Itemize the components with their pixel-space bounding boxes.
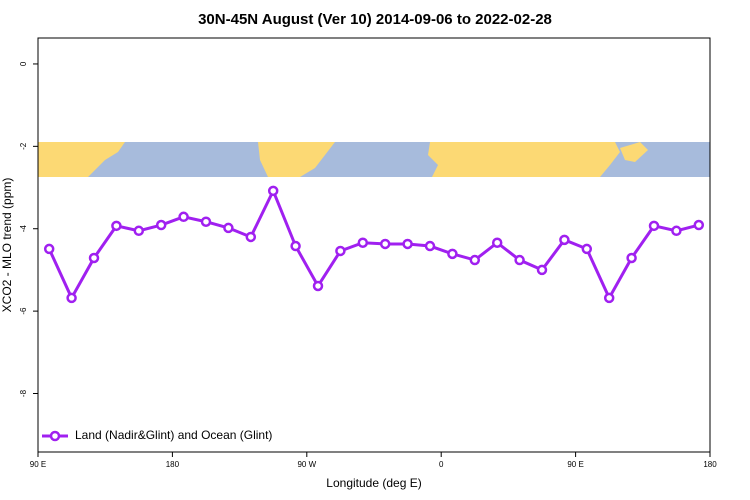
point bbox=[245, 231, 257, 243]
point bbox=[66, 292, 77, 304]
point bbox=[626, 252, 637, 264]
point bbox=[559, 234, 570, 246]
point bbox=[648, 220, 660, 232]
chart-title: 30N-45N August (Ver 10) 2014-09-06 to 20… bbox=[198, 11, 552, 28]
point bbox=[43, 243, 55, 255]
x-axis-label: Longitude (deg E) bbox=[326, 476, 421, 490]
y-axis-label: XCO2 - MLO trend (ppm) bbox=[0, 178, 14, 313]
point bbox=[491, 237, 503, 248]
point bbox=[447, 248, 458, 260]
series-line bbox=[47, 187, 700, 302]
point bbox=[223, 222, 234, 234]
point bbox=[111, 220, 122, 232]
point bbox=[514, 254, 525, 266]
point bbox=[424, 240, 436, 252]
x-tick-label: 180 bbox=[703, 460, 717, 469]
plot-frame bbox=[37, 37, 711, 453]
legend-label: Land (Nadir&Glint) and Ocean (Glint) bbox=[75, 428, 272, 442]
point bbox=[88, 252, 100, 264]
legend-marker bbox=[49, 430, 61, 442]
point bbox=[671, 225, 682, 237]
y-tick-label: -8 bbox=[19, 389, 28, 397]
point bbox=[357, 237, 369, 248]
point bbox=[133, 225, 145, 237]
x-tick-label: 90 E bbox=[567, 460, 583, 469]
y-tick-label: -6 bbox=[19, 307, 28, 315]
point bbox=[603, 292, 615, 304]
point bbox=[267, 185, 279, 197]
point bbox=[693, 219, 705, 231]
point bbox=[536, 264, 548, 276]
point bbox=[312, 280, 324, 292]
y-tick-label: 0 bbox=[19, 61, 28, 66]
point bbox=[469, 254, 481, 266]
map-strip bbox=[38, 142, 710, 177]
y-tick-label: -4 bbox=[19, 225, 28, 233]
point bbox=[290, 240, 301, 252]
y-tick-label: -2 bbox=[19, 142, 28, 150]
x-tick-label: 180 bbox=[166, 460, 180, 469]
point bbox=[402, 238, 413, 250]
point bbox=[581, 243, 593, 255]
x-tick-label: 0 bbox=[439, 460, 444, 469]
point bbox=[335, 245, 346, 257]
x-tick-label: 90 W bbox=[297, 460, 316, 469]
point bbox=[155, 219, 167, 231]
point bbox=[379, 238, 391, 250]
x-tick-label: 90 E bbox=[30, 460, 46, 469]
point bbox=[200, 216, 212, 227]
point bbox=[178, 211, 189, 223]
